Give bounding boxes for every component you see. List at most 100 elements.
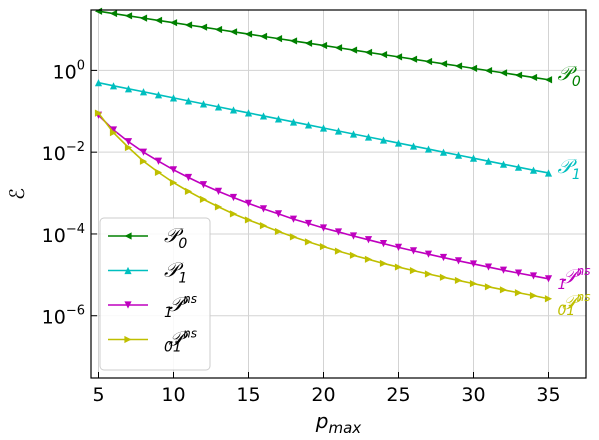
data-point [154, 168, 163, 177]
data-point [349, 232, 358, 240]
data-point [259, 112, 268, 120]
data-point [184, 21, 193, 29]
data-point [304, 219, 313, 228]
data-point [514, 163, 523, 171]
data-point [424, 250, 433, 258]
data-point [529, 272, 538, 280]
data-point [409, 266, 418, 275]
data-point [439, 253, 448, 262]
data-point [274, 227, 283, 236]
data-point [304, 39, 313, 47]
data-point [409, 247, 418, 255]
x-tick-label: 30 [461, 384, 485, 406]
y-tick-label: 10−2 [42, 140, 85, 165]
data-point [94, 79, 103, 87]
data-point [364, 236, 373, 244]
x-tick-label: 25 [386, 384, 410, 406]
data-point [409, 55, 418, 63]
data-point [169, 179, 178, 187]
data-point [244, 30, 253, 38]
data-point [184, 97, 193, 105]
legend-marker [124, 301, 132, 309]
data-point [439, 148, 448, 156]
data-point [499, 266, 508, 274]
series-name-label: 𝒫1 [558, 154, 581, 183]
data-point [184, 173, 193, 182]
data-point [289, 215, 298, 223]
data-point [544, 76, 553, 84]
data-point [214, 203, 223, 211]
data-point [484, 157, 493, 165]
data-point [274, 115, 283, 123]
data-point [544, 275, 553, 283]
data-point [529, 292, 538, 300]
x-axis-title: pmax [315, 409, 362, 437]
data-point [199, 195, 208, 203]
data-point [124, 138, 133, 146]
data-point [319, 41, 328, 50]
data-point [184, 187, 193, 195]
data-point [484, 67, 493, 75]
data-point [439, 273, 448, 281]
data-point [139, 88, 148, 96]
data-point [454, 62, 463, 70]
data-point [379, 240, 388, 248]
legend-marker [124, 266, 132, 275]
data-point [394, 263, 403, 271]
data-point [514, 269, 523, 277]
x-tick-label: 5 [92, 384, 104, 406]
data-point [139, 148, 148, 156]
data-point [379, 259, 388, 268]
data-point [259, 32, 268, 40]
data-point [529, 73, 538, 82]
data-point [379, 51, 388, 59]
data-point [124, 85, 133, 93]
x-tick-label: 20 [311, 384, 335, 406]
data-point [214, 103, 223, 111]
data-point [289, 233, 298, 241]
data-point [454, 257, 463, 265]
axis-ticks: 5 10 15 20 25 30 35 10−6 10−4 10−2 100 [42, 58, 561, 406]
data-point [154, 157, 163, 165]
data-point [334, 44, 343, 52]
data-point [274, 210, 283, 218]
data-point [334, 228, 343, 236]
data-point [469, 260, 478, 268]
data-point [484, 283, 493, 291]
data-point [259, 205, 268, 213]
data-point [544, 295, 553, 303]
data-point [319, 243, 328, 251]
data-point [199, 100, 208, 108]
data-point [424, 57, 433, 66]
legend-box [99, 217, 211, 371]
series-1 [94, 79, 553, 177]
data-point [244, 216, 253, 224]
data-point [109, 129, 118, 137]
data-point [214, 25, 223, 34]
data-point [364, 48, 373, 56]
data-point [334, 127, 343, 135]
data-point [319, 224, 328, 232]
data-point [169, 19, 178, 27]
data-point [514, 289, 523, 297]
data-point [544, 169, 553, 177]
series-3 [94, 109, 553, 303]
y-axis-title: ℰ [5, 188, 29, 200]
data-point [499, 69, 508, 77]
data-point [289, 118, 298, 126]
data-point [304, 238, 313, 246]
data-point [109, 9, 118, 18]
data-point [244, 109, 253, 117]
x-tick-label: 35 [536, 384, 560, 406]
data-point [454, 276, 463, 285]
data-point [274, 35, 283, 43]
data-point [229, 28, 238, 36]
data-point [334, 247, 343, 255]
data-point [484, 263, 493, 271]
data-point [304, 121, 313, 129]
data-point [469, 154, 478, 162]
data-point [199, 181, 208, 189]
data-point [229, 210, 238, 218]
